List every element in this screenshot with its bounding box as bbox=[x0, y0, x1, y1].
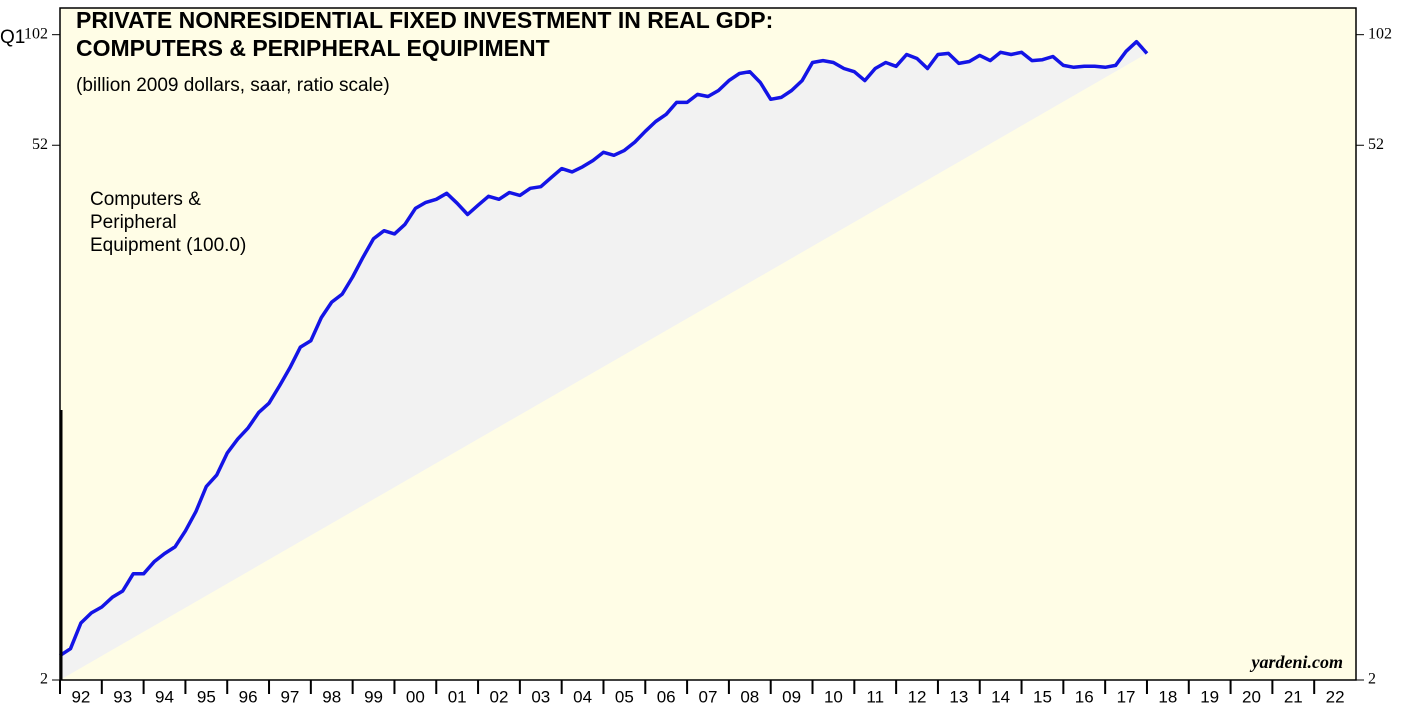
x-tick-label: 14 bbox=[991, 687, 1010, 706]
y-tick-label: 102 bbox=[1368, 25, 1392, 42]
x-tick-label: 22 bbox=[1326, 687, 1345, 706]
x-tick-label: 94 bbox=[155, 687, 174, 706]
plot-frame bbox=[59, 7, 1357, 681]
end-label: Q1 bbox=[0, 27, 25, 48]
x-tick-label: 07 bbox=[699, 687, 718, 706]
y-tick-label: 52 bbox=[1368, 136, 1384, 153]
x-tick-label: 20 bbox=[1242, 687, 1261, 706]
y-tick-label: 2 bbox=[1368, 671, 1376, 688]
source: yardeni.com bbox=[1250, 652, 1344, 672]
x-tick-label: 10 bbox=[824, 687, 843, 706]
x-tick-label: 04 bbox=[573, 687, 592, 706]
x-tick-label: 03 bbox=[531, 687, 550, 706]
line bbox=[59, 39, 1149, 658]
x-tick-label: 05 bbox=[615, 687, 634, 706]
x-tick-label: 95 bbox=[197, 687, 216, 706]
y-tick-label: 102 bbox=[24, 25, 48, 42]
x-tick-label: 08 bbox=[740, 687, 759, 706]
area bbox=[60, 41, 1147, 680]
x-tick-label: 02 bbox=[490, 687, 509, 706]
x-tick-label: 15 bbox=[1033, 687, 1052, 706]
x-tick-label: 06 bbox=[657, 687, 676, 706]
y-tick-label: 2 bbox=[40, 671, 48, 688]
x-tick-label: 93 bbox=[113, 687, 132, 706]
x-tick-label: 21 bbox=[1284, 687, 1303, 706]
x-tick-label: 92 bbox=[71, 687, 90, 706]
chart-subtitle: (billion 2009 dollars, saar, ratio scale… bbox=[76, 75, 390, 96]
series-label: Peripheral bbox=[90, 212, 177, 233]
x-tick-label: 13 bbox=[949, 687, 968, 706]
series-label: Computers & bbox=[90, 189, 201, 210]
chart-title: COMPUTERS & PERIPHERAL EQUIPIMENT bbox=[76, 35, 550, 61]
x-tick-label: 16 bbox=[1075, 687, 1094, 706]
x-tick-label: 98 bbox=[322, 687, 341, 706]
x-tick-label: 01 bbox=[448, 687, 467, 706]
x-tick-label: 11 bbox=[866, 687, 884, 706]
x-tick-label: 19 bbox=[1200, 687, 1219, 706]
x-tick-label: 17 bbox=[1117, 687, 1136, 706]
x-tick-label: 99 bbox=[364, 687, 383, 706]
x-tick-label: 96 bbox=[239, 687, 258, 706]
chart-title: PRIVATE NONRESIDENTIAL FIXED INVESTMENT … bbox=[76, 7, 773, 33]
series-label: Equipment (100.0) bbox=[90, 235, 246, 256]
x-tick-label: 09 bbox=[782, 687, 801, 706]
x-tick-label: 18 bbox=[1158, 687, 1177, 706]
x-tick-label: 00 bbox=[406, 687, 425, 706]
x-tick-label: 97 bbox=[280, 687, 299, 706]
x-tick-label: 12 bbox=[908, 687, 927, 706]
y-tick-label: 52 bbox=[32, 136, 48, 153]
